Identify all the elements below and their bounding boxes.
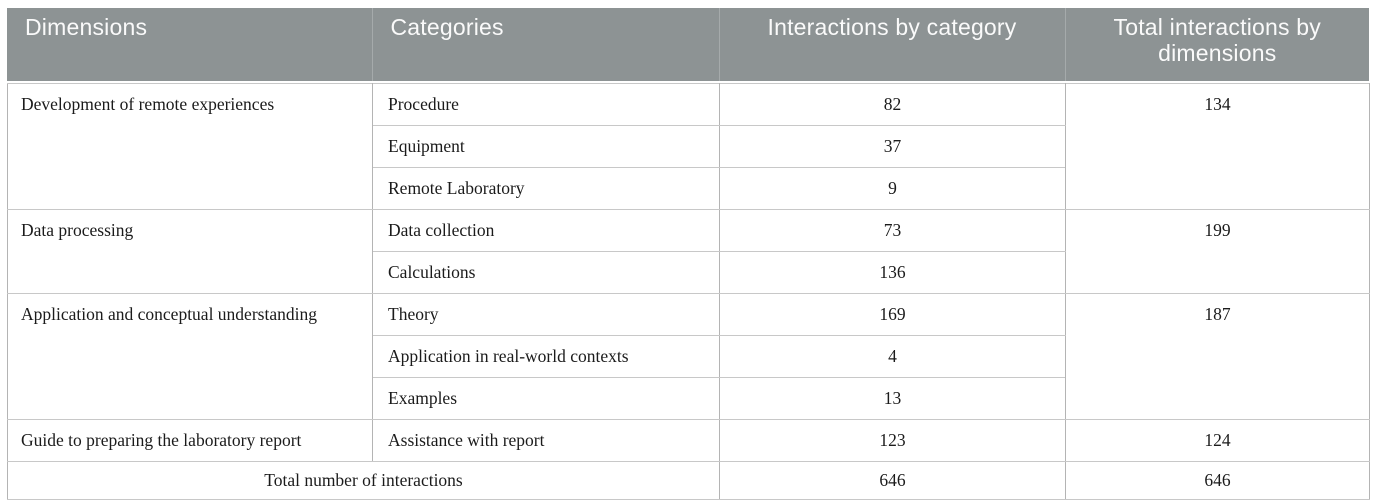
category-cell: Calculations [372,250,720,294]
dimension-cell: Development of remote experiences [7,82,373,210]
category-count-cell: 9 [719,166,1066,210]
table-row: Development of remote experiences Proced… [7,82,1370,210]
table-row: Application in real-world contexts 4 [8,334,1370,378]
table-row: Equipment 37 [8,124,1370,168]
category-cell: Procedure [372,82,720,126]
col-header-interactions-category: Interactions by category [718,8,1065,81]
category-count-cell: 13 [719,376,1066,420]
dimension-cell: Data processing [7,208,373,294]
category-count-cell: 169 [719,292,1066,336]
footer-dimension-total-cell: 646 [1065,460,1370,500]
dimension-total-cell: 124 [1065,418,1370,462]
category-count-cell: 4 [719,334,1066,378]
category-cell: Data collection [372,208,720,252]
category-cell: Remote Laboratory [372,166,720,210]
category-cell: Examples [372,376,720,420]
category-count-cell: 123 [719,418,1066,462]
category-count-cell: 73 [719,208,1066,252]
footer-category-total-cell: 646 [719,460,1066,500]
dimension-total-cell: 187 [1065,292,1370,420]
table-row: Guide to preparing the laboratory report… [7,418,1370,462]
category-count-cell: 136 [719,250,1066,294]
col-header-dimensions: Dimensions [7,8,372,81]
category-cell: Theory [372,292,720,336]
col-header-total-interactions: Total interactions by dimensions [1064,8,1369,81]
dimension-cell: Guide to preparing the laboratory report [7,418,373,462]
category-count-cell: 37 [719,124,1066,168]
category-cell: Assistance with report [372,418,720,462]
table-header: Dimensions Categories Interactions by ca… [7,8,1369,81]
dimension-total-cell: 134 [1065,82,1370,210]
table-body: Development of remote experiences Proced… [7,82,1370,500]
category-cell: Application in real-world contexts [372,334,720,378]
table-footer-row: Total number of interactions 646 646 [7,460,1370,500]
category-cell: Equipment [372,124,720,168]
table-row: Examples 13 [8,376,1370,420]
table-row: Application and conceptual understanding… [7,292,1370,420]
table-row: Calculations 136 [8,250,1370,294]
col-header-categories: Categories [371,8,719,81]
table-row: Remote Laboratory 9 [8,166,1370,210]
category-count-cell: 82 [719,82,1066,126]
dimension-cell: Application and conceptual understanding [7,292,373,420]
dimension-total-cell: 199 [1065,208,1370,294]
footer-label-cell: Total number of interactions [7,460,720,500]
table-row: Data processing Data collection 73 199 [7,208,1370,294]
